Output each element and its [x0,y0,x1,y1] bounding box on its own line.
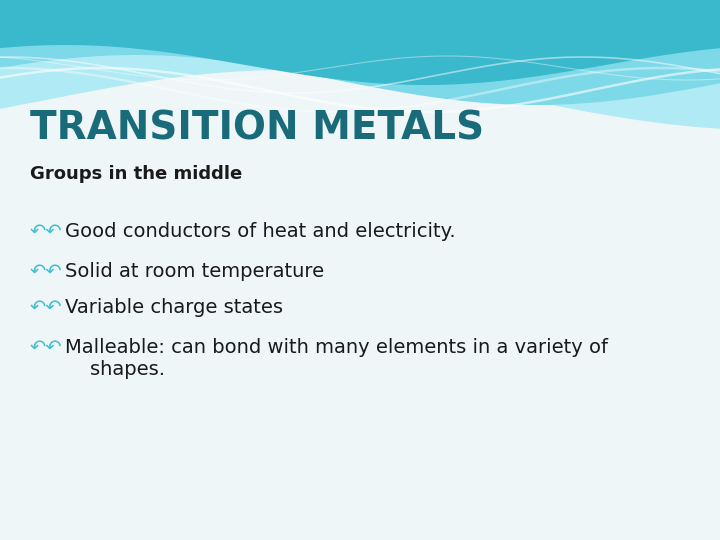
Text: ↶↶: ↶↶ [30,298,63,317]
Text: TRANSITION METALS: TRANSITION METALS [30,110,484,148]
Text: Malleable: can bond with many elements in a variety of
    shapes.: Malleable: can bond with many elements i… [65,338,608,379]
Polygon shape [0,0,720,129]
Text: Good conductors of heat and electricity.: Good conductors of heat and electricity. [65,222,456,241]
Polygon shape [0,0,720,105]
Text: ↶↶: ↶↶ [30,262,63,281]
Text: ↶↶: ↶↶ [30,222,63,241]
Text: Groups in the middle: Groups in the middle [30,165,242,183]
Text: ↶↶: ↶↶ [30,338,63,357]
Text: Solid at room temperature: Solid at room temperature [65,262,324,281]
Polygon shape [0,0,720,85]
Text: Variable charge states: Variable charge states [65,298,283,317]
